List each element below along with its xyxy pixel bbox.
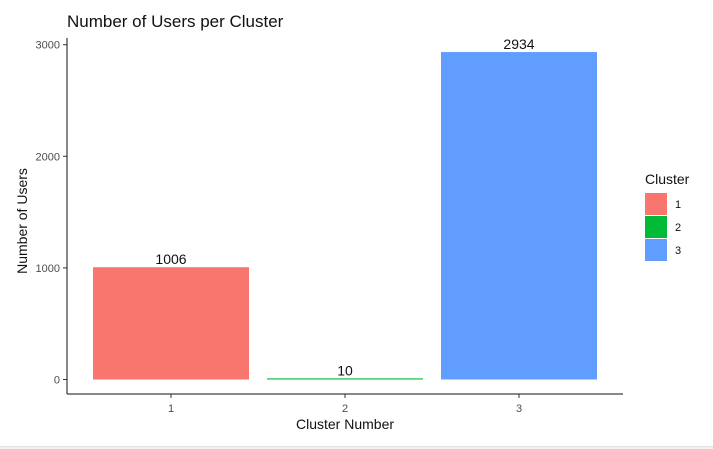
- bar-value-label: 2934: [503, 36, 534, 52]
- y-tick-label: 1000: [36, 263, 60, 275]
- y-tick-label: 2000: [36, 151, 60, 163]
- y-axis-title: Number of Users: [14, 168, 30, 274]
- x-tick-label: 3: [516, 403, 522, 415]
- legend-key-1: [645, 193, 667, 215]
- legend-title: Cluster: [645, 171, 690, 187]
- bar-value-label: 10: [337, 362, 353, 378]
- legend-label: 1: [675, 199, 681, 211]
- window-bottom-edge: [0, 446, 713, 449]
- y-axis: 0 1000 2000 3000: [36, 38, 68, 394]
- legend: Cluster 1 2 3: [645, 171, 690, 261]
- data-labels: 1006 10 2934: [155, 36, 534, 378]
- legend-key-2: [645, 216, 667, 238]
- chart-title: Number of Users per Cluster: [67, 12, 284, 31]
- bar-value-label: 1006: [155, 251, 186, 267]
- y-tick-label: 0: [54, 374, 60, 386]
- bar-cluster-1: [93, 267, 249, 380]
- legend-label: 3: [675, 245, 681, 257]
- x-axis-title: Cluster Number: [296, 416, 394, 432]
- bars: [93, 52, 597, 380]
- bar-cluster-3: [441, 52, 597, 380]
- x-tick-label: 1: [168, 403, 174, 415]
- bar-cluster-2: [267, 378, 423, 380]
- x-axis: 1 2 3: [67, 393, 623, 415]
- legend-label: 2: [675, 222, 681, 234]
- legend-key-3: [645, 239, 667, 261]
- y-tick-label: 3000: [36, 40, 60, 52]
- x-tick-label: 2: [342, 403, 348, 415]
